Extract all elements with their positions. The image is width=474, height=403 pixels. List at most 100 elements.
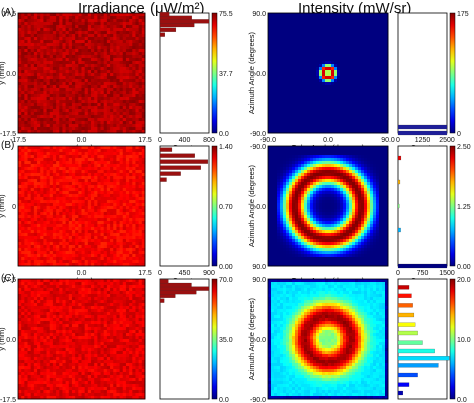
heatmap-cell (125, 16, 130, 20)
heatmap-cell (110, 124, 114, 128)
heatmap-cell (271, 248, 275, 252)
heatmap-cell (280, 34, 284, 38)
heatmap-cell (91, 79, 95, 83)
heatmap-cell (295, 94, 299, 98)
heatmap-cell (106, 188, 111, 192)
heatmap-cell (271, 34, 275, 38)
heatmap-cell (277, 82, 281, 86)
heatmap-cell (106, 61, 111, 65)
heatmap-cell (68, 254, 73, 258)
heatmap-cell (94, 97, 98, 101)
heatmap-cell (280, 94, 284, 98)
heatmap-cell (103, 263, 108, 267)
heatmap-cell (322, 52, 326, 56)
heatmap-cell (78, 49, 82, 53)
heatmap-cell (310, 112, 314, 116)
heatmap-cell (125, 260, 130, 264)
heatmap-cell (106, 164, 111, 168)
heatmap-cell (87, 67, 92, 71)
heatmap-cell (361, 82, 365, 86)
heatmap-cell (33, 52, 38, 56)
heatmap-cell (84, 188, 89, 192)
heatmap-cell (78, 227, 82, 231)
heatmap-cell (125, 215, 130, 219)
heatmap-cell (141, 28, 146, 32)
heatmap-cell (119, 224, 124, 228)
heatmap-cell (129, 224, 133, 228)
heatmap-cell (125, 55, 130, 59)
heatmap-cell (316, 52, 320, 56)
heatmap-cell (75, 245, 79, 249)
heatmap-cell (379, 28, 383, 32)
heatmap-cell (289, 22, 293, 26)
heatmap-cell (71, 19, 76, 23)
heatmap-cell (283, 25, 287, 29)
heatmap-cell (322, 13, 326, 17)
heatmap-cell (119, 146, 124, 150)
heatmap-cell (106, 58, 111, 62)
heatmap-cell (52, 31, 57, 35)
heatmap-cell (56, 170, 60, 174)
heatmap-cell (21, 233, 25, 237)
heatmap-cell (49, 64, 54, 68)
heatmap-cell (352, 25, 356, 29)
heatmap-cell (129, 52, 133, 56)
heatmap-cell (27, 76, 32, 80)
heatmap-cell (100, 91, 105, 95)
heatmap-cell (87, 152, 92, 156)
heatmap-cell (119, 245, 124, 249)
heatmap-cell (62, 79, 67, 83)
heatmap-cell (376, 43, 380, 47)
heatmap-cell (343, 25, 347, 29)
heatmap-cell (364, 22, 368, 26)
heatmap-cell (129, 118, 133, 122)
heatmap-cell (97, 209, 101, 213)
heatmap-cell (43, 221, 47, 225)
heatmap-cell (27, 97, 32, 101)
heatmap-cell (37, 88, 41, 92)
heatmap-cell (71, 239, 76, 243)
heatmap-cell (49, 146, 54, 150)
heatmap-cell (367, 94, 371, 98)
heatmap-cell (40, 152, 44, 156)
heatmap-cell (62, 88, 67, 92)
heatmap-cell (119, 31, 124, 35)
heatmap-cell (84, 176, 89, 180)
heatmap-cell (24, 25, 28, 29)
heatmap-cell (52, 236, 57, 240)
heatmap-cell (325, 16, 329, 20)
heatmap-cell (268, 158, 272, 162)
heatmap-cell (78, 152, 82, 156)
heatmap-cell (59, 164, 63, 168)
heatmap-cell (78, 31, 82, 35)
heatmap-cell (37, 25, 41, 29)
heatmap-cell (138, 251, 143, 255)
heatmap-cell (33, 167, 38, 171)
heatmap-cell (376, 94, 380, 98)
y-tick-label: 17.5 (2, 11, 16, 18)
heatmap-cell (30, 85, 35, 89)
heatmap-cell (87, 22, 92, 26)
heatmap-cell (65, 209, 70, 213)
heatmap-cell (289, 88, 293, 92)
heatmap-cell (43, 16, 47, 20)
heatmap-cell (316, 28, 320, 32)
heatmap-cell (59, 106, 63, 110)
colorbar-tick-label: 1.40 (219, 144, 233, 151)
heatmap-cell (62, 203, 67, 207)
heatmap-cell (56, 179, 60, 183)
heatmap-cell (56, 203, 60, 207)
heatmap-cell (364, 58, 368, 62)
heatmap-cell (91, 257, 95, 261)
heatmap-cell (97, 152, 101, 156)
heatmap-cell (37, 170, 41, 174)
heatmap-cell (343, 112, 347, 116)
heatmap-cell (59, 194, 63, 198)
heatmap-cell (385, 118, 389, 122)
heatmap-cell (59, 46, 63, 50)
heatmap-cell (125, 70, 130, 74)
heatmap-cell (328, 13, 332, 17)
heatmap-cell (46, 185, 51, 189)
heatmap-cell (33, 218, 38, 222)
heatmap-cell (78, 43, 82, 47)
